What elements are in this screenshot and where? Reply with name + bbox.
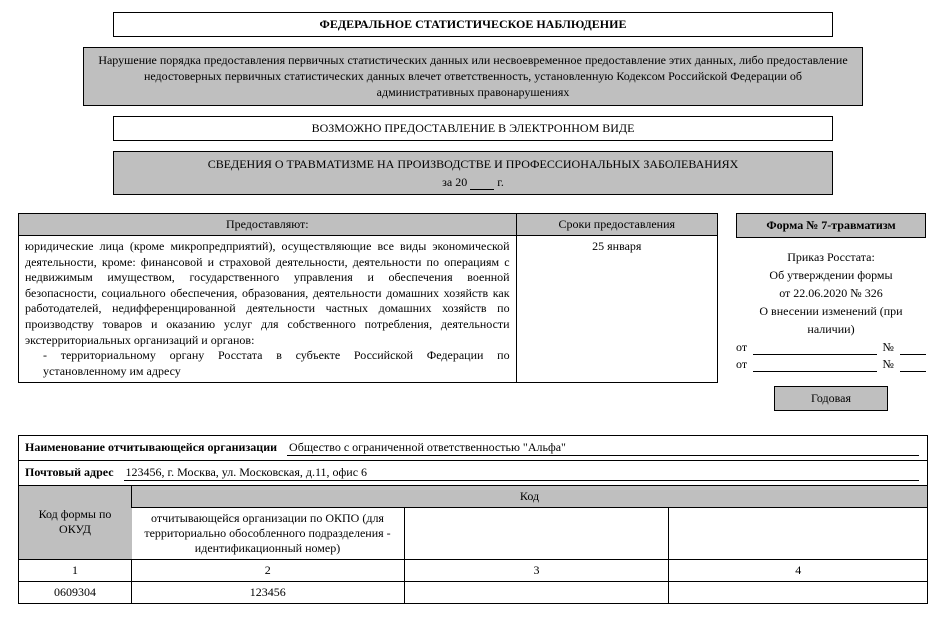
electronic-notice: ВОЗМОЖНО ПРЕДОСТАВЛЕНИЕ В ЭЛЕКТРОННОМ ВИ…	[113, 116, 833, 141]
provide-body-cell: юридические лица (кроме микропредприятий…	[19, 235, 517, 382]
deadline-cell: 25 января	[516, 235, 717, 382]
codes-n3: 3	[404, 559, 669, 581]
addr-row: Почтовый адрес 123456, г. Москва, ул. Мо…	[19, 461, 927, 486]
from-row-1: от №	[736, 340, 926, 355]
order-line3: от 22.06.2020 № 326	[736, 284, 926, 302]
provide-table: Предоставляют: Сроки предоставления юрид…	[18, 213, 718, 383]
right-column: Форма № 7-травматизм Приказ Росстата: Об…	[736, 213, 926, 411]
year-suffix: г.	[497, 175, 504, 189]
year-line: за 20 г.	[124, 174, 822, 190]
codes-v4	[669, 581, 927, 603]
year-prefix: за 20	[442, 175, 467, 189]
main-title: ФЕДЕРАЛЬНОЕ СТАТИСТИЧЕСКОЕ НАБЛЮДЕНИЕ	[113, 12, 833, 37]
warning-box: Нарушение порядка предоставления первичн…	[83, 47, 863, 106]
addr-label: Почтовый адрес	[19, 461, 120, 485]
provide-header: Предоставляют:	[19, 213, 517, 235]
codes-wrap: Код формы по ОКУД Код отчитывающейся орг…	[19, 486, 927, 603]
org-value: Общество с ограниченной ответственностью…	[287, 440, 919, 456]
codes-n1: 1	[19, 559, 132, 581]
codes-h4	[669, 507, 927, 559]
deadline-header: Сроки предоставления	[516, 213, 717, 235]
org-label: Наименование отчитывающейся организации	[19, 436, 283, 460]
num-blank-1	[900, 342, 926, 355]
codes-h2: отчитывающейся организации по ОКПО (для …	[132, 507, 405, 559]
provide-body: юридические лица (кроме микропредприятий…	[25, 239, 510, 347]
form-number-box: Форма № 7-травматизм	[736, 213, 926, 238]
from-blank-1	[753, 342, 876, 355]
codes-h2-top: Код	[132, 486, 928, 508]
num-label-1: №	[883, 340, 894, 355]
order-line2: Об утверждении формы	[736, 266, 926, 284]
bottom-block: Наименование отчитывающейся организации …	[18, 435, 928, 604]
from-blank-2	[753, 359, 876, 372]
codes-h3	[404, 507, 669, 559]
from-label-2: от	[736, 357, 747, 372]
codes-n4: 4	[669, 559, 927, 581]
info-title: СВЕДЕНИЯ О ТРАВМАТИЗМЕ НА ПРОИЗВОДСТВЕ И…	[208, 157, 739, 171]
provide-sub: - территориальному органу Росстата в суб…	[25, 348, 510, 379]
annual-box: Годовая	[774, 386, 888, 411]
num-blank-2	[900, 359, 926, 372]
addr-value: 123456, г. Москва, ул. Московская, д.11,…	[124, 465, 919, 481]
codes-h1: Код формы по ОКУД	[19, 486, 132, 560]
codes-v1: 0609304	[19, 581, 132, 603]
org-row: Наименование отчитывающейся организации …	[19, 436, 927, 461]
codes-v3	[404, 581, 669, 603]
info-title-box: СВЕДЕНИЯ О ТРАВМАТИЗМЕ НА ПРОИЗВОДСТВЕ И…	[113, 151, 833, 195]
order-line4: О внесении изменений (при наличии)	[736, 302, 926, 338]
codes-table: Код формы по ОКУД Код отчитывающейся орг…	[19, 486, 927, 603]
num-label-2: №	[883, 357, 894, 372]
from-row-2: от №	[736, 357, 926, 372]
from-label-1: от	[736, 340, 747, 355]
order-line1: Приказ Росстата:	[736, 248, 926, 266]
codes-v2: 123456	[132, 581, 405, 603]
codes-n2: 2	[132, 559, 405, 581]
year-blank	[470, 177, 494, 190]
